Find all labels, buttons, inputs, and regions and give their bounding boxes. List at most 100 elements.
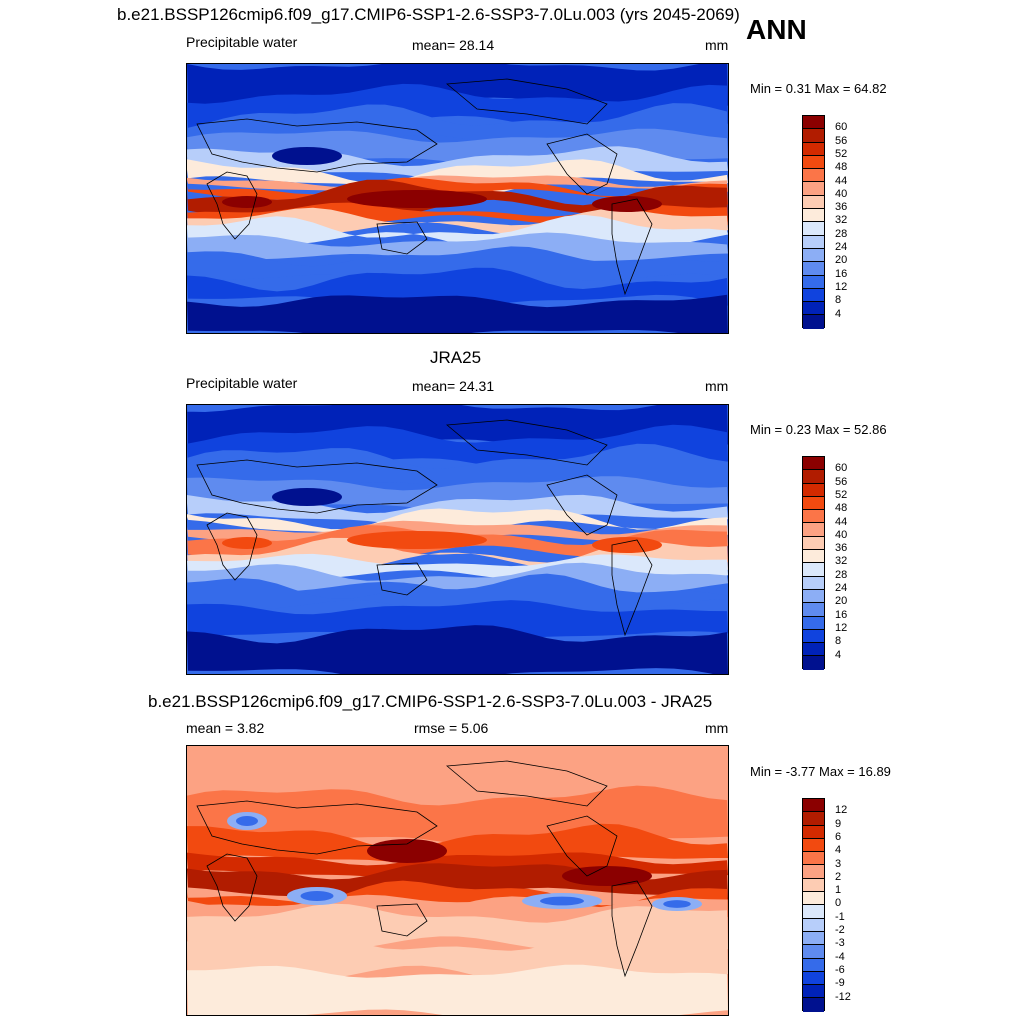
colorbar-tick-label: -4 bbox=[835, 950, 845, 963]
colorbar-tick-label: 60 bbox=[835, 121, 848, 134]
contour-band bbox=[187, 476, 728, 514]
contour-band bbox=[187, 232, 728, 266]
panel-2-colorbar bbox=[802, 456, 825, 670]
colorbar-segment bbox=[803, 616, 824, 630]
panel-3-colorbar bbox=[802, 798, 825, 1012]
colorbar-tick-label: 44 bbox=[835, 515, 848, 528]
colorbar-segment bbox=[803, 563, 824, 577]
dry-plateau-region bbox=[272, 147, 342, 165]
coastline bbox=[611, 539, 653, 637]
colorbar-tick-label: 8 bbox=[835, 635, 842, 648]
colorbar-segment bbox=[803, 603, 824, 617]
panel-2-title: JRA25 bbox=[430, 348, 482, 367]
colorbar-segment bbox=[803, 550, 824, 564]
season-label: ANN bbox=[746, 14, 807, 45]
colorbar-segment bbox=[803, 116, 824, 130]
coastline bbox=[206, 171, 258, 240]
colorbar-segment bbox=[803, 302, 824, 316]
colorbar-tick-label: 16 bbox=[835, 267, 848, 280]
coastline bbox=[206, 512, 258, 581]
colorbar-tick-label: 12 bbox=[835, 280, 848, 293]
colorbar-tick-label: 16 bbox=[835, 608, 848, 621]
coastline bbox=[376, 221, 428, 255]
colorbar-tick-label: 12 bbox=[835, 621, 848, 634]
colorbar-tick-label: 20 bbox=[835, 595, 848, 608]
coastline bbox=[445, 760, 608, 807]
coastline bbox=[546, 815, 618, 877]
colorbar-tick-label: 9 bbox=[835, 817, 842, 830]
positive-anomaly-core bbox=[562, 866, 652, 886]
colorbar-tick-label: 56 bbox=[835, 134, 848, 147]
colorbar-segment bbox=[803, 985, 824, 999]
colorbar-tick-label: -9 bbox=[835, 977, 845, 990]
map-field bbox=[187, 405, 728, 674]
contour-band bbox=[187, 246, 728, 291]
map-field bbox=[187, 746, 728, 1015]
colorbar-segment bbox=[803, 510, 824, 524]
colorbar-tick-label: 2 bbox=[835, 870, 842, 883]
colorbar-tick-label: 52 bbox=[835, 488, 848, 501]
colorbar-segment bbox=[803, 129, 824, 143]
panel-1-colorbar bbox=[802, 115, 825, 329]
colorbar-tick-label: 56 bbox=[835, 475, 848, 488]
coastline bbox=[196, 459, 438, 514]
contour-band bbox=[187, 573, 728, 622]
colorbar-segment bbox=[803, 496, 824, 511]
panel-1-variable-label: Precipitable water bbox=[186, 34, 298, 50]
colorbar-segment bbox=[803, 275, 824, 289]
colorbar-tick-label: 36 bbox=[835, 542, 848, 555]
moisture-maximum bbox=[347, 190, 487, 208]
colorbar-segment bbox=[803, 865, 824, 879]
colorbar-tick-label: 48 bbox=[835, 161, 848, 174]
colorbar-tick-label: -6 bbox=[835, 963, 845, 976]
coastline bbox=[611, 198, 653, 296]
coastline bbox=[196, 800, 438, 855]
colorbar-tick-label: 28 bbox=[835, 568, 848, 581]
colorbar-segment bbox=[803, 931, 824, 946]
colorbar-segment bbox=[803, 878, 824, 893]
colorbar-tick-label: 4 bbox=[835, 307, 842, 320]
coastline bbox=[445, 78, 608, 125]
colorbar-segment bbox=[803, 656, 824, 670]
colorbar-tick-label: 52 bbox=[835, 147, 848, 160]
negative-anomaly-core bbox=[540, 896, 584, 906]
colorbar-tick-label: 12 bbox=[835, 804, 848, 817]
colorbar-tick-label: -3 bbox=[835, 937, 845, 950]
colorbar-segment bbox=[803, 958, 824, 972]
map-field bbox=[187, 64, 728, 333]
coastline bbox=[376, 562, 428, 596]
panel-3-minmax-label: Min = -3.77 Max = 16.89 bbox=[750, 764, 891, 779]
colorbar-tick-label: 3 bbox=[835, 857, 842, 870]
colorbar-segment bbox=[803, 852, 824, 866]
colorbar-segment bbox=[803, 169, 824, 183]
panel-2-minmax-label: Min = 0.23 Max = 52.86 bbox=[750, 422, 887, 437]
colorbar-segment bbox=[803, 892, 824, 906]
colorbar-segment bbox=[803, 971, 824, 986]
moisture-maximum bbox=[592, 537, 662, 553]
colorbar-segment bbox=[803, 812, 824, 826]
panel-3-map bbox=[186, 745, 729, 1016]
colorbar-tick-label: 40 bbox=[835, 187, 848, 200]
panel-1-map bbox=[186, 63, 729, 334]
colorbar-segment bbox=[803, 589, 824, 604]
panel-2-units-label: mm bbox=[705, 378, 729, 394]
contour-band bbox=[187, 600, 728, 644]
colorbar-tick-label: 32 bbox=[835, 555, 848, 568]
colorbar-tick-label: 6 bbox=[835, 830, 842, 843]
colorbar-tick-label: 24 bbox=[835, 241, 848, 253]
colorbar-tick-label: 0 bbox=[835, 897, 842, 910]
contour-band bbox=[187, 625, 728, 674]
colorbar-tick-label: 32 bbox=[835, 214, 848, 227]
colorbar-segment bbox=[803, 315, 824, 329]
negative-anomaly-core bbox=[300, 891, 334, 901]
negative-anomaly-core bbox=[663, 900, 691, 908]
panel-2-variable-label: Precipitable water bbox=[186, 375, 298, 391]
panel-3-rmse-label: rmse = 5.06 bbox=[414, 720, 489, 736]
moisture-maximum bbox=[222, 196, 272, 208]
panel-1-title: b.e21.BSSP126cmip6.f09_g17.CMIP6-SSP1-2.… bbox=[117, 5, 740, 24]
colorbar-segment bbox=[803, 825, 824, 839]
coastline bbox=[445, 419, 608, 466]
moisture-maximum bbox=[222, 537, 272, 549]
panel-1-mean-label: mean= 28.14 bbox=[412, 37, 495, 53]
colorbar-tick-label: -2 bbox=[835, 924, 845, 936]
